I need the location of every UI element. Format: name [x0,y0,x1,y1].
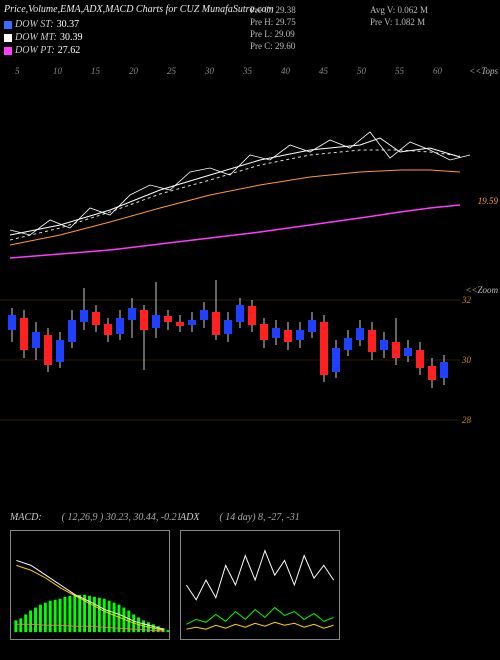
svg-text:30: 30 [204,66,215,76]
svg-text:5: 5 [15,66,20,76]
legend: DOW ST: 30.37 DOW MT: 30.39 DOW PT: 27.6… [4,18,82,57]
adx-title: ADX [180,512,199,523]
avg-vol-label: Avg V: [370,5,395,15]
pre-vol-label: Pre V: [370,17,392,27]
legend-swatch [4,34,12,42]
legend-value: 27.62 [58,44,81,57]
svg-text:15: 15 [91,66,101,76]
svg-text:20: 20 [129,66,139,76]
legend-value: 30.39 [60,31,83,44]
ohlc-o-label: Pre O: [250,5,273,15]
ema-chart: 5 10 15 20 25 30 35 40 45 50 55 60 [0,60,480,260]
chart-title: Price,Volume,EMA,ADX,MACD Charts for CUZ… [4,4,274,15]
ohlc-h-label: Pre H: [250,17,273,27]
svg-text:10: 10 [53,66,63,76]
legend-label: DOW ST: [15,18,54,31]
svg-text:32: 32 [461,295,472,305]
ohlc-o: 29.38 [276,5,296,15]
svg-text:30: 30 [461,355,472,365]
adx-label: ADX ( 14 day) 8, -27, -31 [180,512,300,523]
adx-params: ( 14 day) 8, -27, -31 [219,512,299,523]
legend-row: DOW PT: 27.62 [4,44,82,57]
ema-end-label: 19.59 [478,196,498,206]
avg-vol: 0.062 M [398,5,429,15]
ohlc-c: 29.60 [275,41,295,51]
ohlc-l: 29.09 [275,29,295,39]
macd-chart [10,530,170,640]
svg-text:40: 40 [281,66,291,76]
volume-block: Avg V: 0.062 M Pre V: 1.082 M [370,4,428,28]
legend-row: DOW ST: 30.37 [4,18,82,31]
ohlc-l-label: Pre L: [250,29,272,39]
legend-swatch [4,47,12,55]
legend-label: DOW PT: [15,44,55,57]
svg-text:50: 50 [357,66,367,76]
svg-text:60: 60 [433,66,443,76]
svg-text:55: 55 [395,66,405,76]
legend-label: DOW MT: [15,31,57,44]
ohlc-h: 29.75 [276,17,296,27]
svg-text:28: 28 [462,415,472,425]
candlestick-chart: 32 30 28 [0,260,480,440]
ohlc-c-label: Pre C: [250,41,273,51]
svg-text:45: 45 [319,66,329,76]
macd-params: ( 12,26,9 ) 30.23, 30.44, -0.21 [62,512,182,523]
legend-row: DOW MT: 30.39 [4,31,82,44]
macd-title: MACD: [10,512,42,523]
legend-value: 30.37 [57,18,80,31]
svg-text:35: 35 [242,66,253,76]
adx-chart [180,530,340,640]
svg-text:25: 25 [167,66,177,76]
macd-label: MACD: ( 12,26,9 ) 30.23, 30.44, -0.21 [10,512,182,523]
ohlc-block: Pre O: 29.38 Pre H: 29.75 Pre L: 29.09 P… [250,4,296,52]
legend-swatch [4,21,12,29]
pre-vol: 1.082 M [395,17,426,27]
